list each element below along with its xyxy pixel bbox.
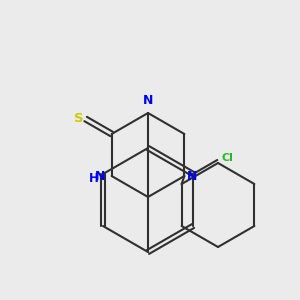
Text: N: N [143, 94, 153, 107]
Text: N: N [95, 169, 106, 182]
Text: Cl: Cl [221, 153, 233, 163]
Text: S: S [74, 112, 83, 125]
Text: N: N [188, 169, 198, 182]
Text: H: H [89, 172, 99, 185]
